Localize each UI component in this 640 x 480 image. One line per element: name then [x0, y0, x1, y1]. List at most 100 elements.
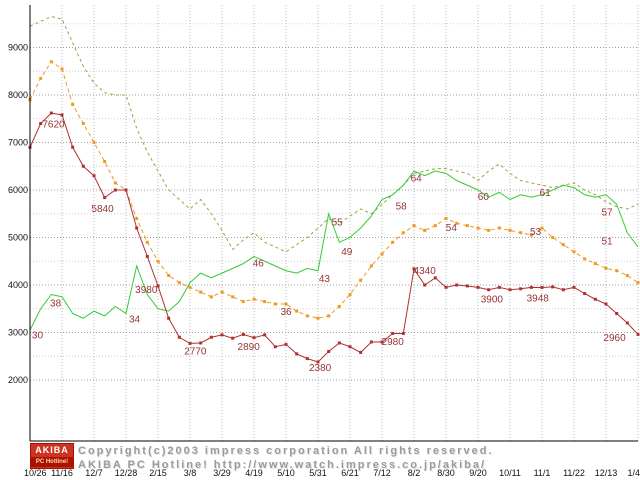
marker-orange-dashed-marker — [327, 314, 331, 318]
marker-red-solid-marker — [252, 336, 256, 340]
marker-red-solid-marker — [284, 342, 288, 346]
marker-orange-dashed-marker — [337, 304, 341, 308]
marker-red-solid-marker — [167, 316, 171, 320]
x-axis-label: 10/11 — [499, 468, 521, 478]
marker-orange-dashed-marker — [273, 302, 277, 306]
x-axis-label: 2/15 — [149, 468, 167, 478]
marker-red-solid-marker — [465, 284, 469, 288]
marker-orange-dashed-marker — [561, 243, 565, 247]
series-orange-dashed-marker — [29, 61, 639, 319]
marker-orange-dashed-marker — [199, 290, 203, 294]
data-label: 51 — [602, 236, 614, 247]
data-label: 60 — [478, 192, 490, 203]
marker-red-solid-marker — [572, 285, 576, 289]
marker-red-solid-marker — [39, 122, 43, 125]
marker-red-solid-marker — [455, 283, 459, 287]
marker-red-solid-marker — [316, 360, 320, 364]
x-axis-label: 12/13 — [595, 468, 618, 478]
marker-orange-dashed-marker — [444, 217, 448, 220]
data-label: 3900 — [481, 294, 504, 305]
marker-red-solid-marker — [209, 335, 213, 339]
marker-orange-dashed-marker — [145, 240, 149, 244]
data-label: 38 — [50, 299, 62, 310]
marker-red-solid-marker — [636, 332, 640, 336]
y-axis-label: 3000 — [8, 328, 28, 338]
marker-red-solid-marker — [625, 321, 629, 325]
marker-orange-dashed-marker — [551, 236, 555, 239]
y-axis-label: 6000 — [8, 185, 28, 195]
marker-red-solid-marker — [295, 352, 299, 356]
marker-orange-dashed-marker — [423, 228, 427, 232]
marker-red-solid-marker — [348, 345, 352, 349]
marker-red-solid-marker — [177, 335, 181, 339]
x-axis-label: 1/4 — [627, 468, 640, 478]
marker-orange-dashed-marker — [81, 122, 85, 125]
marker-red-solid-marker — [231, 336, 235, 340]
marker-red-solid-marker — [263, 333, 267, 337]
marker-orange-dashed-marker — [508, 228, 512, 232]
marker-orange-dashed-marker — [433, 224, 437, 228]
y-axis-label: 2000 — [8, 375, 28, 385]
x-axis-label: 11/16 — [51, 468, 73, 478]
series-red-solid-marker — [29, 112, 639, 363]
x-axis-label: 4/19 — [245, 468, 263, 478]
data-label: 2770 — [184, 347, 207, 358]
marker-red-solid-marker — [593, 297, 597, 301]
data-label: 61 — [540, 188, 552, 199]
x-axis-label: 9/20 — [469, 468, 487, 478]
marker-orange-dashed-marker — [305, 314, 309, 318]
marker-orange-dashed-marker — [583, 257, 587, 261]
marker-red-solid-marker — [391, 331, 395, 335]
data-label: 2380 — [309, 363, 332, 374]
marker-red-solid-marker — [49, 111, 53, 115]
x-axis-label: 5/31 — [309, 468, 327, 478]
marker-orange-dashed-marker — [476, 226, 480, 230]
marker-red-solid-marker — [401, 331, 405, 335]
marker-red-solid-marker — [60, 113, 64, 117]
marker-orange-dashed-marker — [177, 281, 181, 285]
marker-orange-dashed-marker — [487, 228, 491, 232]
marker-orange-dashed-marker — [39, 76, 43, 80]
marker-orange-dashed-marker — [252, 297, 256, 301]
marker-orange-dashed-marker — [529, 233, 533, 237]
marker-orange-dashed-marker — [401, 231, 405, 235]
data-label: 34 — [129, 315, 141, 326]
marker-red-solid-marker — [412, 267, 416, 271]
marker-orange-dashed-marker — [71, 103, 75, 106]
marker-red-solid-marker — [220, 333, 224, 337]
marker-red-solid-marker — [476, 285, 480, 289]
marker-red-solid-marker — [615, 312, 619, 315]
marker-orange-dashed-marker — [231, 295, 235, 299]
marker-red-solid-marker — [423, 283, 427, 287]
marker-red-solid-marker — [337, 341, 341, 345]
marker-red-solid-marker — [113, 188, 117, 192]
marker-orange-dashed-marker — [113, 181, 117, 185]
marker-orange-dashed-marker — [625, 274, 629, 277]
marker-orange-dashed-marker — [359, 278, 363, 282]
marker-orange-dashed-marker — [572, 250, 576, 254]
marker-orange-dashed-marker — [593, 262, 597, 266]
marker-orange-dashed-marker — [135, 217, 139, 220]
x-axis-label: 11/22 — [563, 468, 585, 478]
data-label: 46 — [253, 259, 265, 270]
marker-orange-dashed-marker — [263, 300, 267, 304]
marker-red-solid-marker — [487, 288, 491, 292]
data-label: 2960 — [603, 333, 626, 344]
y-axis-label: 8000 — [8, 90, 28, 100]
data-label: 3948 — [527, 293, 550, 304]
marker-red-solid-marker — [188, 341, 192, 345]
x-axis-label: 12/28 — [115, 468, 138, 478]
data-label: 36 — [280, 307, 292, 318]
data-label: 2980 — [382, 337, 405, 348]
data-label: 3980 — [135, 285, 158, 296]
marker-red-solid-marker — [103, 196, 107, 200]
series-green-solid — [29, 170, 639, 331]
y-axis-label: 5000 — [8, 233, 28, 243]
marker-orange-dashed-marker — [412, 224, 416, 228]
marker-orange-dashed-marker — [369, 264, 373, 268]
data-label: 5840 — [91, 204, 114, 215]
marker-red-solid-marker — [71, 145, 75, 149]
x-axis-label: 12/7 — [85, 468, 103, 478]
